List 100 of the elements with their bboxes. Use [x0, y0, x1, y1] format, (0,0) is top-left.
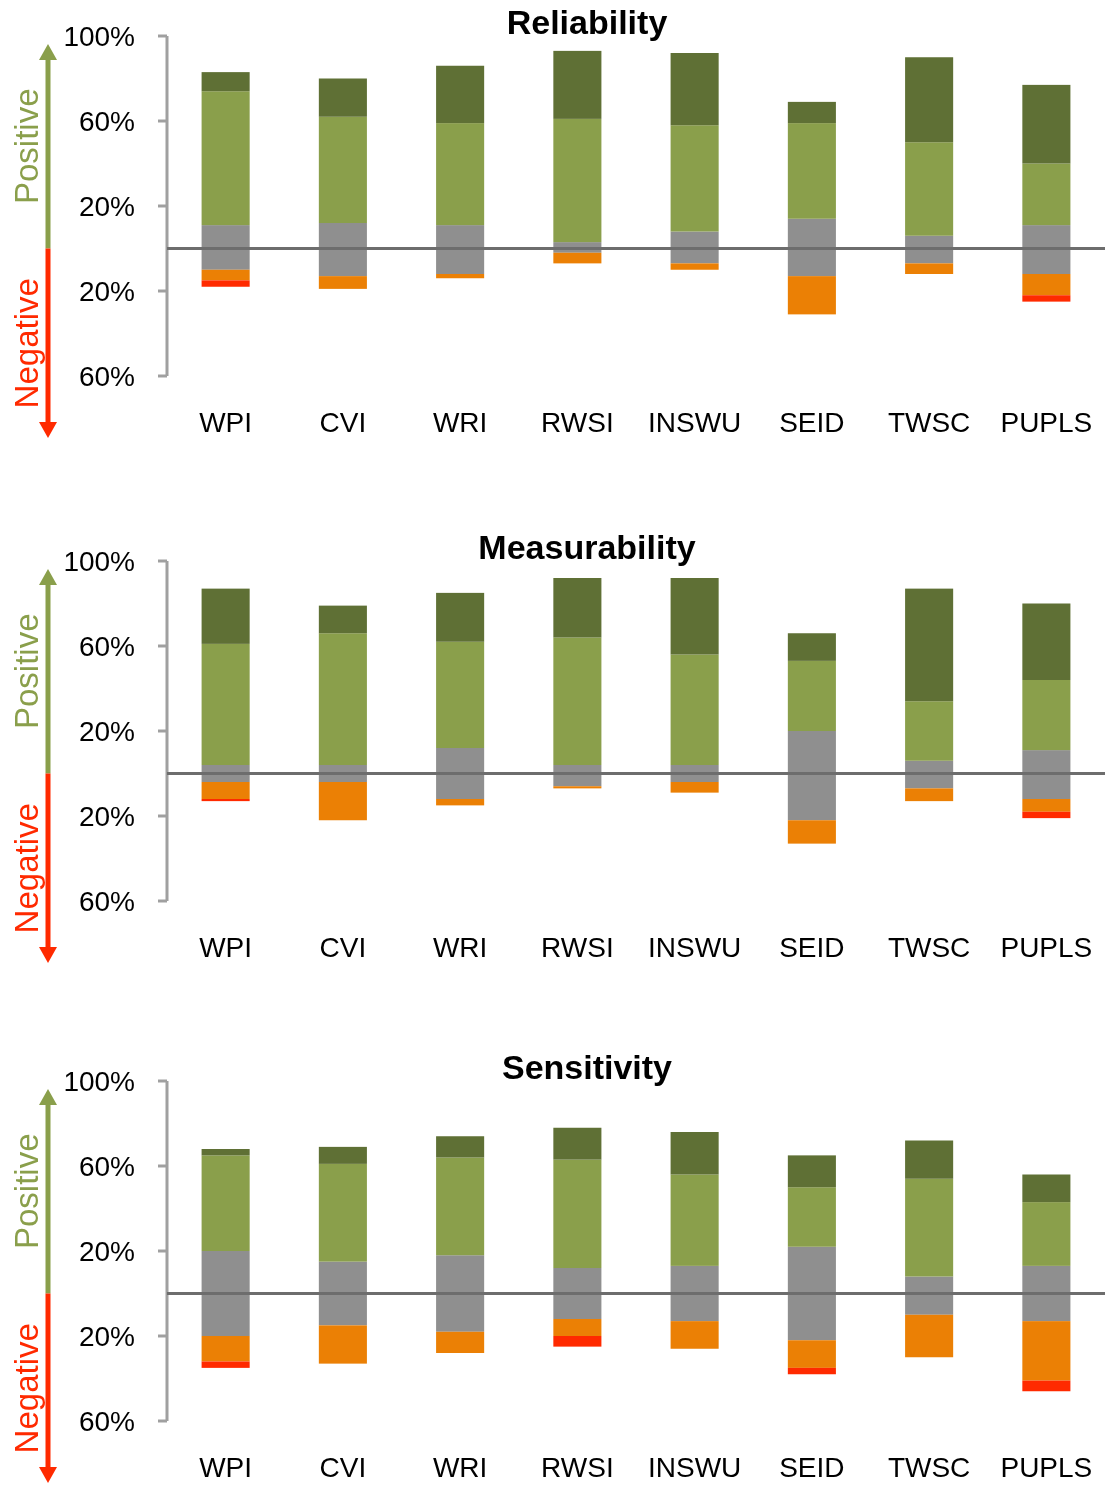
bar — [1022, 750, 1071, 774]
bar — [787, 1155, 836, 1188]
bar — [670, 654, 719, 765]
bar — [553, 1336, 602, 1347]
bar — [201, 782, 250, 799]
bar — [436, 248, 485, 274]
bar — [1022, 799, 1071, 812]
bar — [201, 1149, 250, 1156]
bar — [318, 78, 367, 117]
x-tick-label: SEID — [779, 407, 845, 438]
y-tick-label: 60% — [78, 105, 135, 137]
bar — [436, 773, 485, 799]
bar — [201, 269, 250, 281]
bar — [553, 252, 602, 264]
bar — [1022, 274, 1071, 296]
bar — [436, 65, 485, 124]
bar — [1022, 1380, 1071, 1392]
bar — [670, 1293, 719, 1322]
bar — [1022, 295, 1071, 302]
bar — [787, 123, 836, 219]
bar — [318, 1325, 367, 1364]
bar — [201, 91, 250, 226]
bar — [905, 1314, 954, 1358]
bar — [318, 116, 367, 223]
bar — [787, 276, 836, 315]
bar — [1022, 163, 1071, 226]
y-tick-label: 60% — [78, 1150, 135, 1182]
bar — [201, 1293, 250, 1336]
x-tick-label: TWSC — [887, 407, 971, 438]
bar — [787, 820, 836, 844]
bar — [787, 218, 836, 249]
x-tick-label: WPI — [199, 407, 253, 438]
chart-title: Sensitivity — [501, 1048, 673, 1086]
text: Negative — [8, 278, 45, 409]
bar — [670, 263, 719, 270]
bar — [670, 1321, 719, 1349]
bar — [787, 1367, 836, 1375]
bar — [201, 1155, 250, 1251]
y-tick-label: 20% — [78, 275, 135, 307]
y-tick-label: 100% — [63, 20, 135, 52]
bar — [436, 1255, 485, 1294]
y-tick-label: 60% — [78, 1405, 135, 1437]
y-tick-label: 60% — [78, 885, 135, 917]
x-tick-label: WRI — [432, 407, 488, 438]
bar — [436, 592, 485, 642]
bar — [905, 701, 954, 761]
bar — [670, 1174, 719, 1266]
bar — [201, 799, 250, 802]
bar — [318, 248, 367, 277]
x-tick-label: WRI — [432, 1452, 488, 1483]
bar — [905, 588, 954, 702]
bar — [787, 1340, 836, 1368]
x-tick-label: SEID — [779, 932, 845, 963]
bar — [436, 1136, 485, 1158]
x-tick-label: CVI — [319, 407, 367, 438]
bar — [670, 1132, 719, 1175]
x-tick-label: WPI — [199, 1452, 253, 1483]
bar — [787, 633, 836, 661]
y-tick-label: 20% — [78, 715, 135, 747]
bar — [318, 1163, 367, 1262]
text: Positive — [8, 88, 45, 205]
x-tick-label: CVI — [319, 932, 367, 963]
bar — [436, 1331, 485, 1353]
bar — [553, 1268, 602, 1294]
y-tick-label: 100% — [63, 1065, 135, 1097]
bar — [201, 643, 250, 765]
bar — [1022, 811, 1071, 819]
y-tick-label: 20% — [78, 1320, 135, 1352]
bar — [553, 50, 602, 119]
bar — [436, 274, 485, 279]
bar — [905, 57, 954, 143]
bar — [201, 248, 250, 270]
bar — [436, 225, 485, 249]
bar — [787, 248, 836, 277]
x-tick-label: PUPLS — [1000, 932, 1093, 963]
x-tick-label: RWSI — [541, 407, 614, 438]
x-tick-label: RWSI — [541, 932, 614, 963]
bar — [318, 1146, 367, 1164]
text: Negative — [8, 803, 45, 934]
bar — [553, 1159, 602, 1268]
x-tick-label: WPI — [199, 932, 253, 963]
text: Negative — [8, 1323, 45, 1454]
bar — [201, 225, 250, 249]
x-tick-label: INSWU — [647, 1452, 742, 1483]
bar — [318, 1261, 367, 1294]
bar — [436, 799, 485, 806]
bar — [201, 1361, 250, 1368]
bar — [787, 1187, 836, 1247]
chart-title: Reliability — [506, 3, 668, 41]
bar — [787, 1293, 836, 1341]
bar — [201, 280, 250, 287]
bar — [787, 773, 836, 821]
bar — [905, 788, 954, 802]
bar — [1022, 680, 1071, 751]
bar — [436, 641, 485, 748]
bar — [553, 786, 602, 789]
bar — [318, 223, 367, 249]
bar — [553, 578, 602, 638]
bar — [670, 782, 719, 793]
x-tick-label: CVI — [319, 1452, 367, 1483]
